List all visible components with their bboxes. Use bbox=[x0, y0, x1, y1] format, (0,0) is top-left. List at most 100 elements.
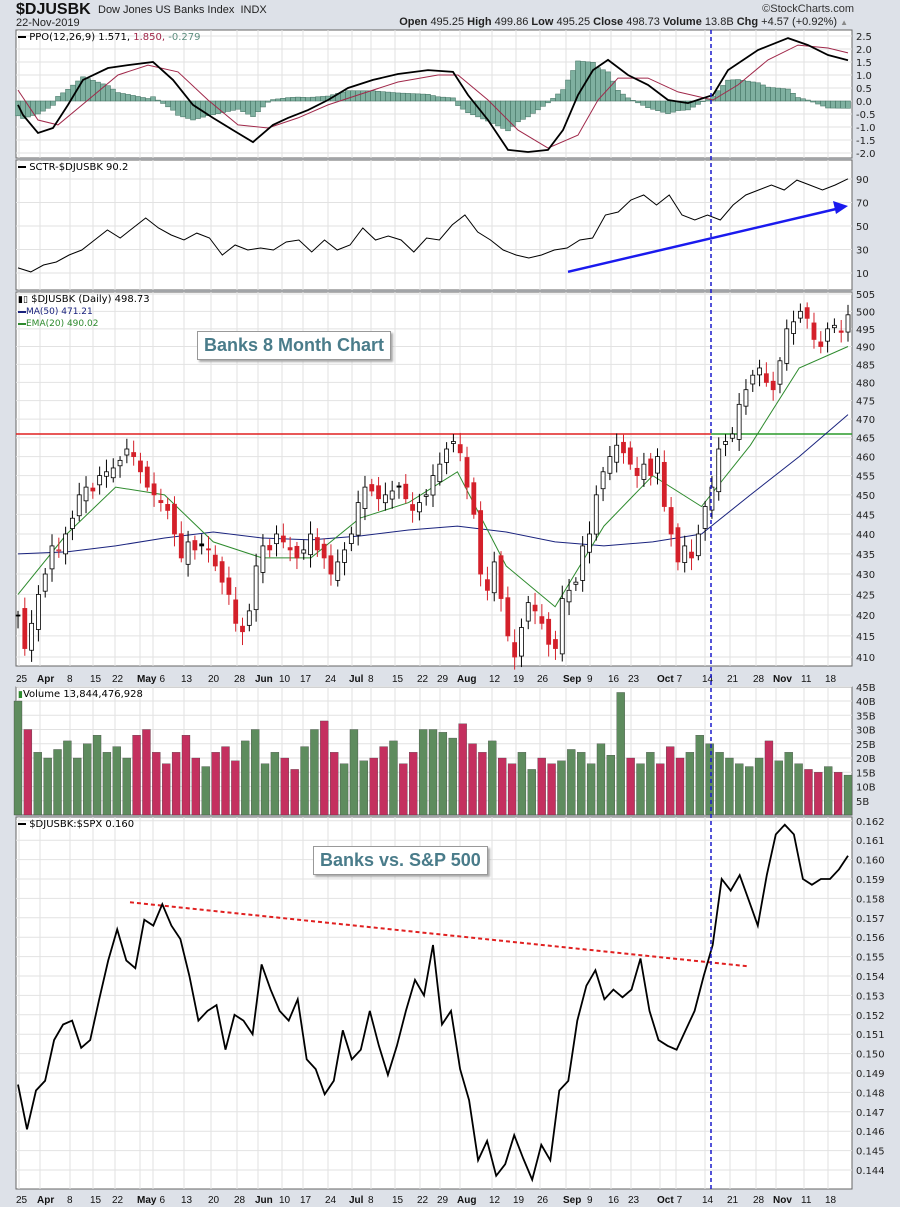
ppo-histogram-bar bbox=[55, 96, 61, 102]
volume-bar bbox=[675, 757, 685, 816]
volume-bar bbox=[626, 757, 635, 816]
candle-body bbox=[246, 610, 252, 626]
price-axis-tick-label: 490 bbox=[856, 343, 875, 354]
date-axis-tick-label: Sep bbox=[563, 1195, 581, 1206]
ppo-histogram-bar bbox=[305, 97, 311, 102]
ppo-histogram-bar bbox=[320, 96, 326, 102]
candle-body bbox=[63, 533, 69, 555]
candlestick bbox=[403, 474, 409, 504]
candle-body bbox=[212, 554, 218, 567]
candlestick bbox=[314, 528, 320, 557]
ppo-histogram-bar bbox=[370, 90, 376, 102]
date-axis-tick-label: 8 bbox=[67, 1195, 73, 1206]
ppo-histogram-bar bbox=[130, 95, 136, 102]
date-axis-tick-label: 17 bbox=[300, 1195, 312, 1206]
candle-body bbox=[131, 452, 137, 457]
ppo-histogram-bar bbox=[625, 97, 631, 102]
ppo-histogram-bar bbox=[450, 97, 456, 102]
volume-bar bbox=[596, 743, 606, 816]
ppo-histogram-bar bbox=[250, 100, 256, 117]
date-axis-tick-label: 19 bbox=[513, 1195, 525, 1206]
volume-bar bbox=[824, 766, 833, 816]
ppo-histogram-bar bbox=[110, 88, 116, 102]
candlestick bbox=[831, 318, 837, 334]
candle-body bbox=[478, 510, 484, 575]
candle-body bbox=[729, 433, 735, 439]
ppo-histogram-bar bbox=[265, 100, 271, 103]
candlestick bbox=[138, 452, 143, 484]
candle-body bbox=[621, 441, 626, 454]
candle-body bbox=[233, 599, 239, 624]
volume-bar bbox=[53, 749, 62, 816]
candle-body bbox=[757, 367, 762, 376]
candle-body bbox=[505, 597, 511, 637]
date-axis-tick-label: May bbox=[137, 674, 157, 685]
ppo-histogram-bar bbox=[240, 100, 246, 112]
candlestick bbox=[389, 480, 395, 509]
ppo-histogram-bar bbox=[255, 100, 261, 113]
candlestick bbox=[42, 568, 48, 598]
candle-body bbox=[709, 486, 715, 511]
price-axis-tick-label: 465 bbox=[856, 434, 875, 445]
ppo-histogram-bar bbox=[525, 100, 531, 118]
date-axis-tick-label: 14 bbox=[702, 674, 714, 685]
date-axis-tick-label: 22 bbox=[417, 1195, 429, 1206]
candlestick bbox=[274, 525, 279, 557]
candlestick bbox=[689, 539, 694, 571]
volume-bar bbox=[92, 735, 102, 816]
candle-body bbox=[641, 463, 647, 480]
volume-bar bbox=[685, 752, 695, 816]
ppo-histogram-bar bbox=[465, 100, 471, 113]
volume-bar bbox=[725, 757, 734, 816]
volume-bar bbox=[399, 763, 408, 816]
volume-bar bbox=[804, 769, 813, 816]
candle-body bbox=[335, 561, 341, 581]
ppo-axis-tick-label: 0.0 bbox=[856, 97, 872, 108]
ppo-histogram-bar bbox=[645, 100, 651, 109]
candlestick bbox=[763, 362, 769, 387]
chg-value: +4.57 (+0.92%) bbox=[761, 16, 838, 28]
volume-bar bbox=[112, 746, 121, 816]
volume-legend: ▮Volume 13,844,476,928 bbox=[18, 689, 143, 700]
ratio-axis-tick-label: 0.154 bbox=[856, 972, 885, 983]
candle-body bbox=[532, 604, 538, 612]
ppo-histogram-bar bbox=[620, 93, 626, 102]
ppo-histogram-bar bbox=[280, 98, 286, 102]
date-axis-tick-label: May bbox=[137, 1195, 157, 1206]
sctr-legend-text: SCTR-$DJUSBK 90.2 bbox=[29, 162, 129, 173]
date-axis-tick-label: 9 bbox=[587, 674, 593, 685]
candle-body bbox=[437, 463, 443, 483]
volume-bar bbox=[221, 746, 230, 816]
ppo-histogram-bar bbox=[105, 85, 111, 102]
date-axis-tick-label: Oct bbox=[657, 1195, 674, 1206]
date-axis-tick-label: 25 bbox=[16, 1195, 28, 1206]
volume-bar bbox=[359, 760, 368, 816]
candle-body bbox=[777, 360, 783, 385]
candle-body bbox=[485, 579, 490, 591]
ppo-histogram-bar bbox=[405, 93, 411, 102]
candle-body bbox=[172, 503, 177, 535]
candle-body bbox=[539, 616, 545, 624]
candle-body bbox=[301, 549, 307, 554]
candlestick bbox=[185, 530, 191, 577]
candlestick bbox=[818, 331, 824, 354]
candle-body bbox=[587, 533, 592, 553]
price-legend-text: $DJUSBK (Daily) 498.73 bbox=[31, 294, 150, 305]
candlestick bbox=[144, 460, 150, 492]
volume-bar bbox=[201, 766, 210, 816]
volume-bar bbox=[409, 752, 418, 816]
candlestick bbox=[655, 448, 660, 485]
ppo-histogram-bar bbox=[550, 98, 556, 102]
price-axis-tick-label: 450 bbox=[856, 491, 875, 502]
high-label: High bbox=[467, 16, 492, 28]
ppo-histogram-bar bbox=[790, 93, 796, 102]
date-axis-tick-label: 11 bbox=[801, 674, 812, 685]
volume-bar bbox=[478, 752, 487, 816]
candle-body bbox=[328, 555, 334, 575]
candle-body bbox=[695, 533, 701, 557]
candlestick bbox=[165, 497, 171, 520]
low-label: Low bbox=[531, 16, 554, 28]
ppo-histogram-bar bbox=[375, 90, 381, 102]
candlestick bbox=[784, 319, 790, 371]
ppo-histogram-bar bbox=[775, 87, 781, 102]
